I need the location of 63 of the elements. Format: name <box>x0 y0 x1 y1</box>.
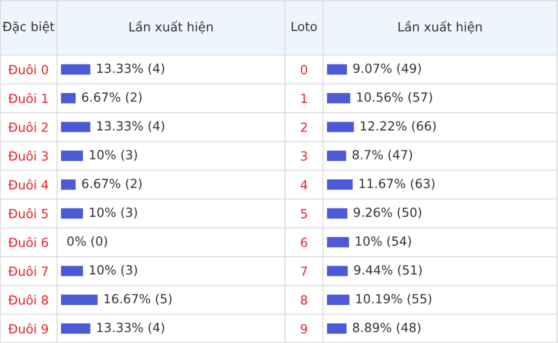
data-label: 16.67% (5) <box>104 294 172 305</box>
x-axis-title: Lần xuất hiện <box>398 20 482 34</box>
bar <box>61 294 98 305</box>
x-axis-title: Lần xuất hiện <box>130 20 213 34</box>
data-label: 11.67% (63) <box>360 178 434 190</box>
data-label: 10.56% (57) <box>357 92 432 104</box>
data-label: 10% (3) <box>90 150 137 161</box>
data-label: 9.44% (51) <box>354 264 422 276</box>
bar <box>327 64 347 75</box>
y-tick-label: Đuôi 9 <box>8 323 48 334</box>
y-tick-label: 6 <box>300 238 308 248</box>
bar <box>61 93 76 104</box>
data-label: 10% (3) <box>90 207 137 218</box>
bar <box>327 150 346 161</box>
data-label: 8.7% (47) <box>352 150 412 161</box>
bar <box>327 208 348 219</box>
bar <box>327 237 349 248</box>
y-tick-label: Đuôi 8 <box>8 294 48 305</box>
y-axis-title: Loto <box>292 22 317 32</box>
data-label: 8.89% (48) <box>352 322 420 334</box>
y-tick-label: 1 <box>301 94 307 103</box>
y-tick-label: Đuôi 7 <box>8 266 48 276</box>
bar <box>61 208 83 219</box>
bar <box>327 294 350 305</box>
bar <box>327 179 353 190</box>
y-tick-label: 3 <box>300 151 307 161</box>
y-tick-label: 4 <box>300 180 308 190</box>
data-label: 13.33% (4) <box>97 63 164 74</box>
data-label: 9.07% (49) <box>353 63 421 74</box>
y-tick-label: Đuôi 3 <box>8 150 48 161</box>
data-label: 10.19% (55) <box>356 294 432 305</box>
data-label: 12.22% (66) <box>360 120 436 132</box>
bar <box>327 93 350 104</box>
y-tick-label: 0 <box>300 64 308 74</box>
y-tick-label: 9 <box>300 324 308 334</box>
data-label: 10% (3) <box>90 264 137 276</box>
data-label: 6.67% (2) <box>82 92 142 104</box>
bar <box>327 266 348 276</box>
data-label: 13.33% (4) <box>97 322 164 334</box>
y-tick-label: Đuôi 6 <box>8 236 48 248</box>
y-tick-label: Đuôi 1 <box>8 92 48 104</box>
data-label: 10% (54) <box>356 236 411 248</box>
data-label: 6.67% (2) <box>82 178 142 190</box>
data-label: 9.26% (50) <box>354 207 422 218</box>
bar <box>61 266 83 276</box>
bar <box>61 150 83 161</box>
y-tick-label: Đuôi 0 <box>8 64 48 74</box>
bar <box>61 122 90 132</box>
bar <box>327 122 354 132</box>
data-label: 0% (0) <box>67 236 107 248</box>
bar <box>61 323 90 334</box>
bar <box>327 323 347 334</box>
y-tick-label: 8 <box>300 295 308 305</box>
y-tick-label: 2 <box>300 122 307 132</box>
y-tick-label: Đuôi 2 <box>8 122 48 132</box>
y-axis-title: Đặc biệt <box>2 21 54 34</box>
y-tick-label: 5 <box>300 209 307 218</box>
data-label: 13.33% (4) <box>97 120 164 132</box>
y-tick-label: 7 <box>301 266 307 276</box>
y-tick-label: Đuôi 5 <box>8 208 48 218</box>
bar <box>61 179 76 190</box>
bar <box>61 64 90 75</box>
y-tick-label: Đuôi 4 <box>8 179 48 190</box>
